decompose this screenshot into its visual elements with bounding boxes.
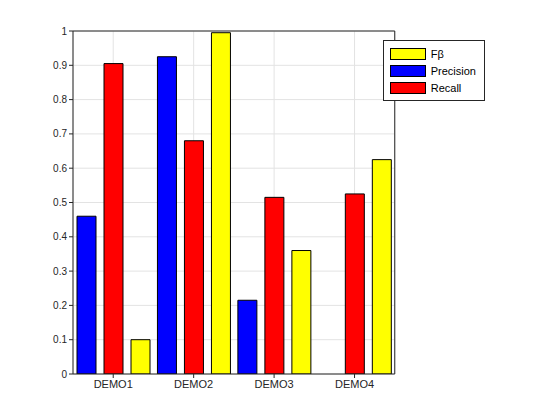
svg-text:0.3: 0.3 [53, 266, 67, 277]
svg-text:1: 1 [61, 26, 67, 37]
svg-text:DEMO1: DEMO1 [94, 378, 133, 390]
html-text:Fβ: Fβ [430, 47, 444, 60]
svg-text:DEMO4: DEMO4 [335, 378, 374, 390]
svg-text:0.4: 0.4 [53, 231, 67, 242]
svg-text:0.5: 0.5 [53, 197, 67, 208]
html-text:Precision: Precision [430, 64, 476, 77]
svg-text:0.7: 0.7 [53, 128, 67, 139]
svg-text:0.9: 0.9 [53, 60, 67, 71]
svg-text:DEMO3: DEMO3 [255, 378, 294, 390]
svg-text:0.1: 0.1 [53, 334, 67, 345]
svg-text:0.2: 0.2 [53, 300, 67, 311]
svg-text:0: 0 [61, 369, 67, 380]
html-text:Recall: Recall [430, 81, 462, 94]
svg-text:0.8: 0.8 [53, 94, 67, 105]
svg-text:DEMO2: DEMO2 [174, 378, 213, 390]
svg-text:0.6: 0.6 [53, 163, 67, 174]
